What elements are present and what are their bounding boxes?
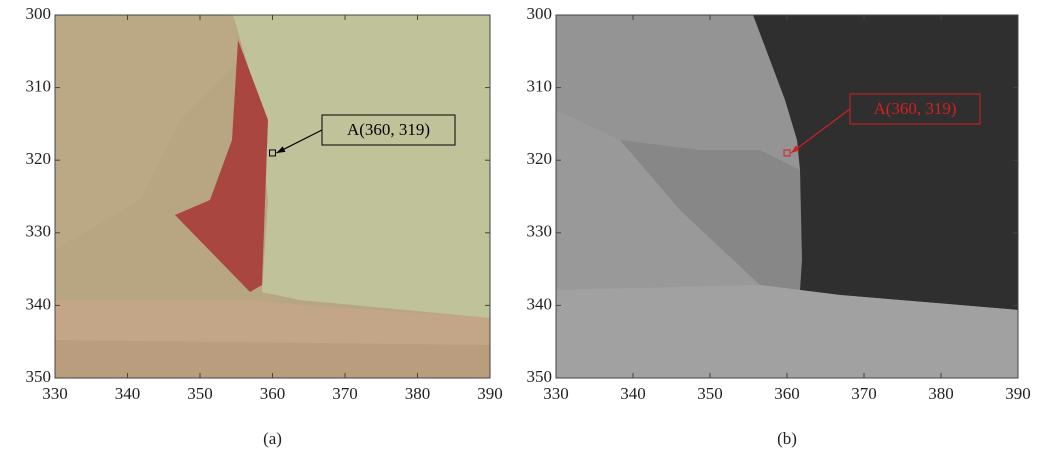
x-tick-label: 350 [697, 384, 723, 403]
y-tick-label: 350 [26, 367, 52, 386]
caption: (b) [777, 429, 797, 448]
image-a [55, 15, 490, 378]
y-tick-label: 350 [527, 367, 553, 386]
x-tick-label: 350 [187, 384, 213, 403]
y-tick-label: 310 [527, 77, 553, 96]
figure: 330 340 350 360 370 380 390 300 310 320 330 340 350 A… [0, 0, 1046, 460]
annotation-label: A(360, 319) [347, 120, 430, 139]
x-tick-label: 330 [543, 384, 569, 403]
x-tick-label: 380 [928, 384, 954, 403]
annotation-label: A(360, 319) [873, 99, 956, 118]
y-tick-label: 330 [26, 222, 52, 241]
x-tick-label: 360 [774, 384, 800, 403]
x-tick-label: 370 [851, 384, 877, 403]
y-tick-label: 330 [527, 222, 553, 241]
caption: (a) [263, 429, 282, 448]
y-tick-label: 340 [26, 294, 52, 313]
x-tick-label: 340 [115, 384, 141, 403]
x-tick-label: 380 [405, 384, 431, 403]
x-tick-label: 340 [620, 384, 646, 403]
y-tick-label: 310 [26, 77, 52, 96]
y-tick-label: 320 [527, 149, 553, 168]
x-tick-label: 360 [260, 384, 286, 403]
x-tick-label: 370 [332, 384, 358, 403]
y-tick-label: 300 [527, 4, 553, 23]
x-tick-label: 330 [42, 384, 68, 403]
x-tick-label: 390 [477, 384, 503, 403]
x-tick-label: 390 [1005, 384, 1031, 403]
image-b [556, 15, 1018, 378]
y-tick-label: 300 [26, 4, 52, 23]
y-tick-label: 340 [527, 294, 553, 313]
y-tick-label: 320 [26, 149, 52, 168]
